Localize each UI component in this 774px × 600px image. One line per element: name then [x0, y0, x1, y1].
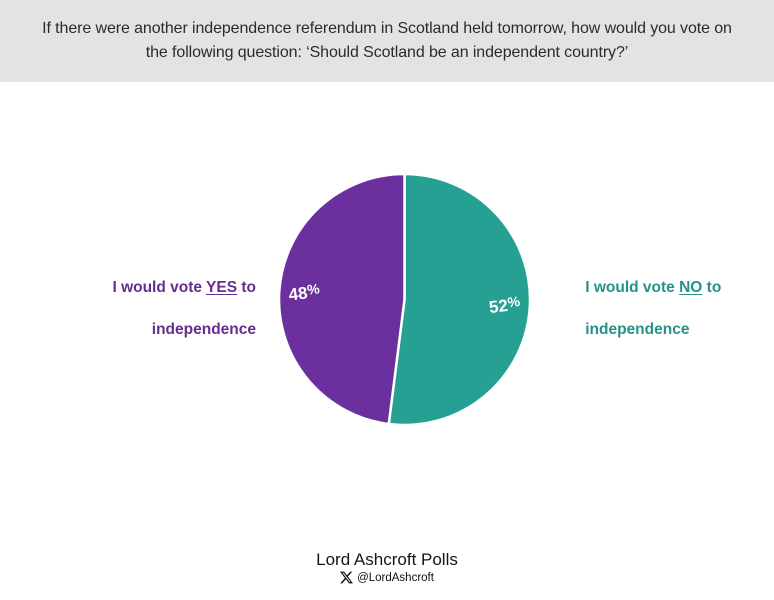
label-vote-no: I would vote NO to independence: [568, 256, 768, 361]
label-vote-yes: I would vote YES to independence: [0, 256, 256, 361]
label-no-suffix: to: [702, 279, 722, 296]
footer: Lord Ashcroft Polls @LordAshcroft: [0, 550, 774, 584]
x-logo-icon: [340, 571, 354, 584]
label-yes-line2: independence: [151, 321, 256, 338]
pie-chart: 52%48%: [277, 172, 532, 427]
brand-name: Lord Ashcroft Polls: [316, 550, 458, 569]
label-no-prefix: I would vote: [585, 279, 680, 296]
twitter-handle: @LordAshcroft: [357, 571, 434, 584]
label-yes-emphasis: YES: [206, 279, 238, 296]
label-no-line2: independence: [585, 321, 690, 338]
label-yes-suffix: to: [237, 279, 256, 296]
pie-slice: [387, 172, 532, 427]
social-handle-row: @LordAshcroft: [0, 571, 774, 584]
question-header: If there were another independence refer…: [0, 0, 774, 82]
pie-slice: [277, 172, 406, 426]
label-no-emphasis: NO: [679, 279, 703, 296]
label-yes-prefix: I would vote: [112, 279, 207, 296]
poll-question-text: If there were another independence refer…: [42, 20, 732, 61]
